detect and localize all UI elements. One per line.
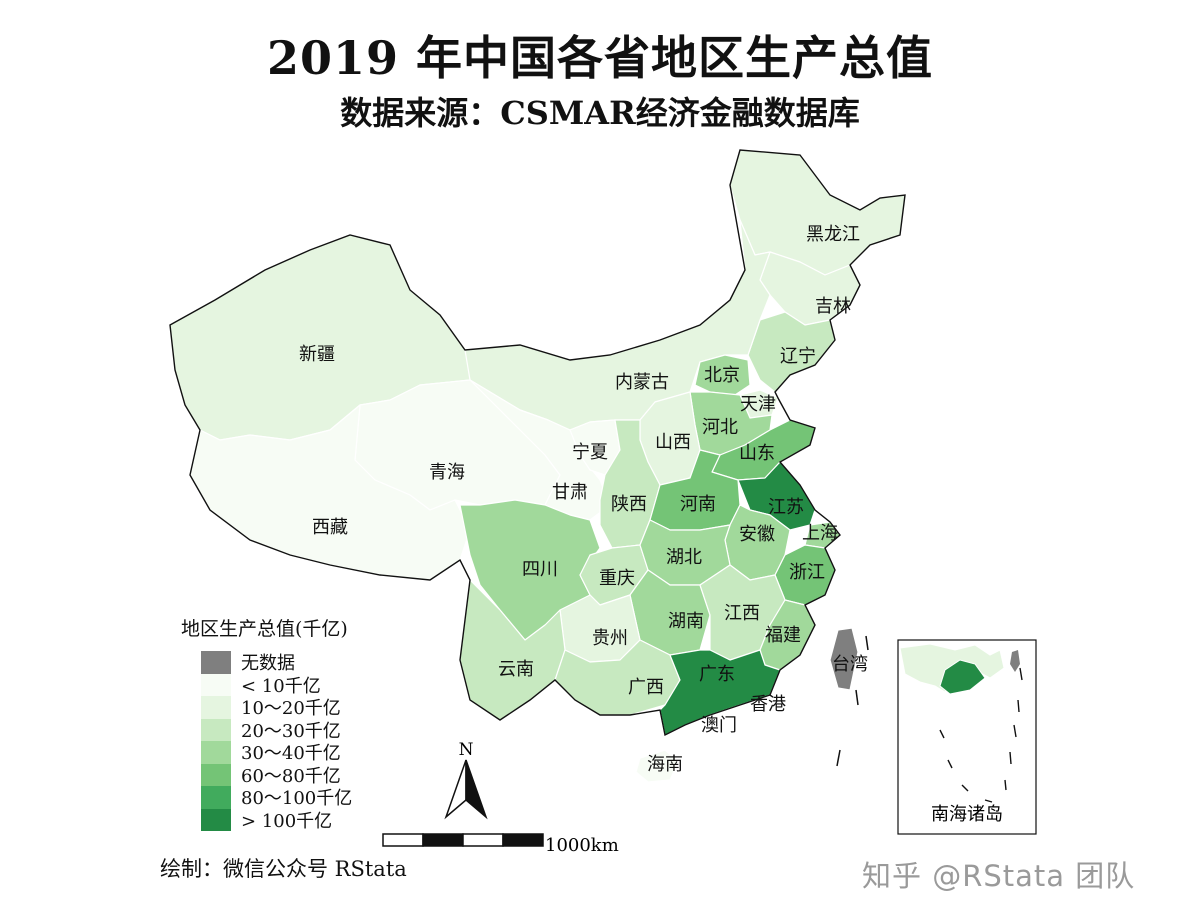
province-label: 台湾 [832, 654, 868, 675]
province-label: 云南 [498, 659, 534, 680]
province-label: 黑龙江 [806, 224, 860, 245]
credit-text: 绘制：微信公众号 RStata [160, 857, 407, 881]
legend-swatch [201, 696, 231, 719]
province-label: 河南 [680, 494, 716, 515]
boundary-dashes [836, 635, 869, 767]
inset-label: 南海诸岛 [931, 804, 1003, 825]
legend-label: 无数据 [241, 653, 295, 675]
legend-label: 20～30千亿 [241, 720, 341, 742]
legend-swatch [201, 763, 231, 786]
province-label: 内蒙古 [615, 372, 669, 393]
province-label: 澳门 [701, 715, 737, 736]
scale-bar: 1000km [382, 833, 619, 856]
province-label: 香港 [750, 694, 786, 715]
province-label: 江苏 [768, 497, 804, 518]
legend-swatch [201, 786, 231, 809]
province-label: 吉林 [815, 296, 851, 317]
province-label: 新疆 [299, 344, 335, 365]
legend-item: 60～80千亿 [181, 763, 352, 787]
legend-item: > 100千亿 [181, 808, 352, 832]
province-label: 北京 [704, 365, 740, 386]
legend-item: 20～30千亿 [181, 718, 352, 742]
province-label: 江西 [724, 603, 760, 624]
province-beijing [694, 354, 751, 396]
province-label: 四川 [522, 559, 558, 580]
province-label: 重庆 [599, 568, 635, 589]
province-labels: 黑龙江 吉林 辽宁 内蒙古 北京 天津 河北 山西 山东 宁夏 新疆 青海 西藏… [299, 224, 868, 775]
south-china-sea-inset: 南海诸岛 [897, 639, 1037, 835]
legend: 地区生产总值(千亿) 无数据 < 10千亿 10～20千亿 20～30千亿 30… [181, 614, 352, 832]
scale-label: 1000km [545, 835, 619, 856]
map-title: 2019 年中国各省地区生产总值 [266, 31, 934, 85]
province-label: 浙江 [789, 562, 825, 583]
province-label: 河北 [702, 417, 738, 438]
province-label: 陕西 [611, 494, 647, 515]
province-gansu [469, 379, 611, 521]
legend-item: 无数据 [181, 651, 352, 674]
province-label: 山东 [739, 443, 775, 464]
north-label: N [459, 740, 474, 760]
province-label: 广东 [699, 664, 735, 685]
province-label: 安徽 [739, 524, 775, 545]
province-label: 广西 [628, 677, 664, 698]
legend-label: 60～80千亿 [241, 765, 341, 787]
legend-item: 80～100千亿 [181, 786, 352, 809]
map-subtitle: 数据来源：CSMAR经济金融数据库 [340, 94, 860, 132]
province-label: 山西 [655, 432, 691, 453]
legend-swatch [201, 808, 231, 831]
legend-item: 10～20千亿 [181, 696, 352, 719]
watermark: 知乎 @RStata 团队 [862, 859, 1136, 893]
province-label: 青海 [429, 462, 465, 483]
legend-label: 30～40千亿 [241, 743, 341, 765]
province-label: 宁夏 [572, 442, 608, 463]
province-label: 天津 [740, 394, 776, 415]
province-label: 海南 [647, 754, 683, 775]
province-label: 福建 [765, 625, 801, 646]
province-label: 甘肃 [552, 482, 588, 503]
legend-swatch [201, 651, 231, 674]
legend-title: 地区生产总值(千亿) [181, 618, 348, 640]
province-label: 贵州 [592, 628, 628, 649]
legend-label: 10～20千亿 [241, 698, 341, 720]
province-label: 湖南 [668, 611, 704, 632]
province-label: 西藏 [312, 517, 348, 538]
legend-item: 30～40千亿 [181, 741, 352, 764]
legend-label: > 100千亿 [241, 810, 333, 832]
province-taiwan [829, 627, 859, 691]
legend-swatch [201, 718, 231, 741]
legend-swatch [201, 741, 231, 764]
province-label: 湖北 [666, 547, 702, 568]
province-hainan [635, 749, 679, 783]
province-label: 辽宁 [780, 346, 816, 367]
legend-swatch [201, 673, 231, 696]
legend-label: 80～100千亿 [241, 788, 353, 810]
legend-item: < 10千亿 [181, 673, 352, 697]
province-label: 上海 [802, 523, 838, 544]
north-arrow: N [444, 740, 488, 820]
legend-label: < 10千亿 [241, 675, 321, 697]
